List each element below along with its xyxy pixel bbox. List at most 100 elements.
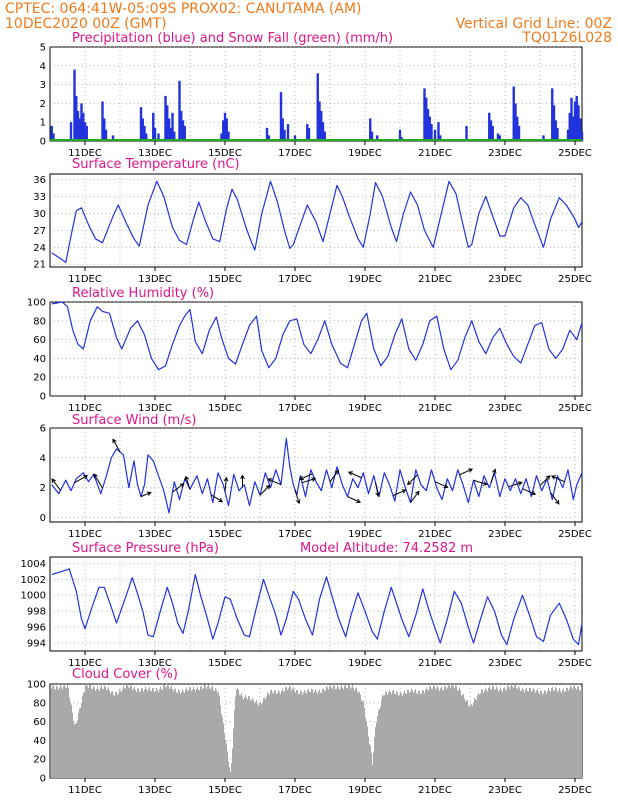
cloud-bar: [343, 689, 344, 778]
cloud-bar: [467, 700, 468, 778]
cloud-bar: [252, 697, 253, 778]
cloud-bar: [257, 703, 258, 778]
cloud-bar: [175, 688, 176, 778]
precip-bar: [52, 133, 55, 141]
wind-arrow: [140, 491, 151, 498]
cloud-bar: [272, 692, 273, 778]
cloud-x-tick: 19DEC: [348, 785, 382, 796]
cloud-bar: [345, 684, 346, 778]
cloud-bar: [318, 691, 319, 778]
cloud-bar: [307, 690, 308, 778]
cloud-bar: [564, 691, 565, 778]
cloud-bar: [198, 689, 199, 778]
cloud-bar: [167, 684, 168, 778]
cloud-bar: [463, 694, 464, 778]
precip-bar: [76, 110, 80, 141]
cloud-bar: [206, 688, 207, 778]
wind-arrow: [410, 491, 420, 503]
humidity-x-tick: 21DEC: [418, 403, 452, 414]
cloud-bar: [90, 684, 91, 778]
wind-arrow: [301, 478, 316, 484]
cloud-bar: [365, 717, 366, 778]
cloud-bar: [530, 688, 531, 778]
cloud-bar: [479, 694, 480, 778]
cloud-bar: [519, 687, 520, 778]
cloud-bar: [188, 690, 189, 778]
cloud-bar: [171, 685, 172, 778]
wind-arrow-head: [491, 468, 497, 474]
cloud-bar: [205, 686, 206, 778]
cloud-bar: [576, 689, 577, 778]
wind-arrow-head: [184, 475, 190, 481]
cloud-bar: [245, 694, 246, 778]
cloud-bar: [578, 686, 579, 778]
cloud-bar: [313, 692, 314, 778]
header-run-date: 10DEC2020 00Z (GMT): [5, 16, 167, 32]
cloud-bar: [100, 687, 101, 778]
cloud-bar: [546, 693, 547, 778]
cloud-bar: [471, 704, 472, 778]
cloud-bar: [458, 690, 459, 778]
precip-bar: [437, 122, 440, 141]
cloud-bar: [327, 687, 328, 778]
cloud-bar: [330, 684, 331, 778]
temperature-x-tick: 13DEC: [138, 274, 172, 285]
cloud-bar: [246, 698, 247, 778]
wind-arrow-head: [555, 499, 560, 505]
cloud-bar: [169, 688, 170, 778]
cloud-bar: [349, 685, 350, 778]
cloud-bar: [430, 685, 431, 778]
cloud-bar: [240, 695, 241, 778]
cloud-bar: [570, 685, 571, 778]
cloud-bar: [229, 767, 230, 778]
cloud-bar: [460, 690, 461, 778]
cloud-bar: [95, 690, 96, 778]
cloud-bar: [265, 699, 266, 778]
temperature-y-tick: 33: [33, 192, 46, 203]
cloud-bar: [308, 688, 309, 778]
cloud-bar: [72, 712, 73, 778]
cloud-bar: [138, 688, 139, 778]
cloud-bar: [422, 689, 423, 778]
cloud-bar: [404, 690, 405, 778]
cloud-bar: [509, 688, 510, 778]
humidity-x-tick: 11DEC: [68, 403, 102, 414]
wind-arrow: [51, 478, 61, 491]
cloud-bar: [293, 687, 294, 778]
pressure-x-tick: 15DEC: [208, 658, 242, 669]
precip-x-tick: 13DEC: [138, 148, 172, 159]
cloud-bar: [362, 701, 363, 778]
precip-bar: [152, 112, 155, 141]
header-model-code: TQ0126L028: [521, 30, 612, 46]
cloud-bar: [517, 688, 518, 778]
cloud-bar: [419, 690, 420, 778]
cloud-bar: [57, 686, 58, 778]
cloud-bar: [286, 686, 287, 778]
cloud-bar: [491, 689, 492, 778]
cloud-bar: [393, 689, 394, 778]
precip-bar: [566, 129, 570, 141]
cloud-bar: [141, 687, 142, 778]
precip-bar: [180, 110, 183, 141]
cloud-bar: [359, 691, 360, 778]
cloud-bar: [193, 686, 194, 778]
wind-arrow: [434, 481, 448, 488]
cloud-bar: [405, 693, 406, 778]
cloud-bar: [522, 687, 523, 778]
cloud-bar: [567, 687, 568, 778]
cloud-bar: [83, 692, 84, 778]
precip-bar: [323, 131, 326, 141]
precip-bar: [489, 120, 493, 141]
cloud-bar: [94, 687, 95, 778]
cloud-bar: [398, 695, 399, 778]
cloud-bar: [151, 691, 152, 778]
cloud-bar: [363, 700, 364, 778]
cloud-bar: [499, 689, 500, 778]
cloud-bar: [577, 686, 578, 778]
cloud-bar: [473, 702, 474, 778]
cloud-bar: [456, 686, 457, 778]
cloud-bar: [249, 696, 250, 778]
precip-bar: [173, 131, 176, 141]
cloud-bar: [562, 689, 563, 778]
humidity-line: [51, 301, 583, 371]
